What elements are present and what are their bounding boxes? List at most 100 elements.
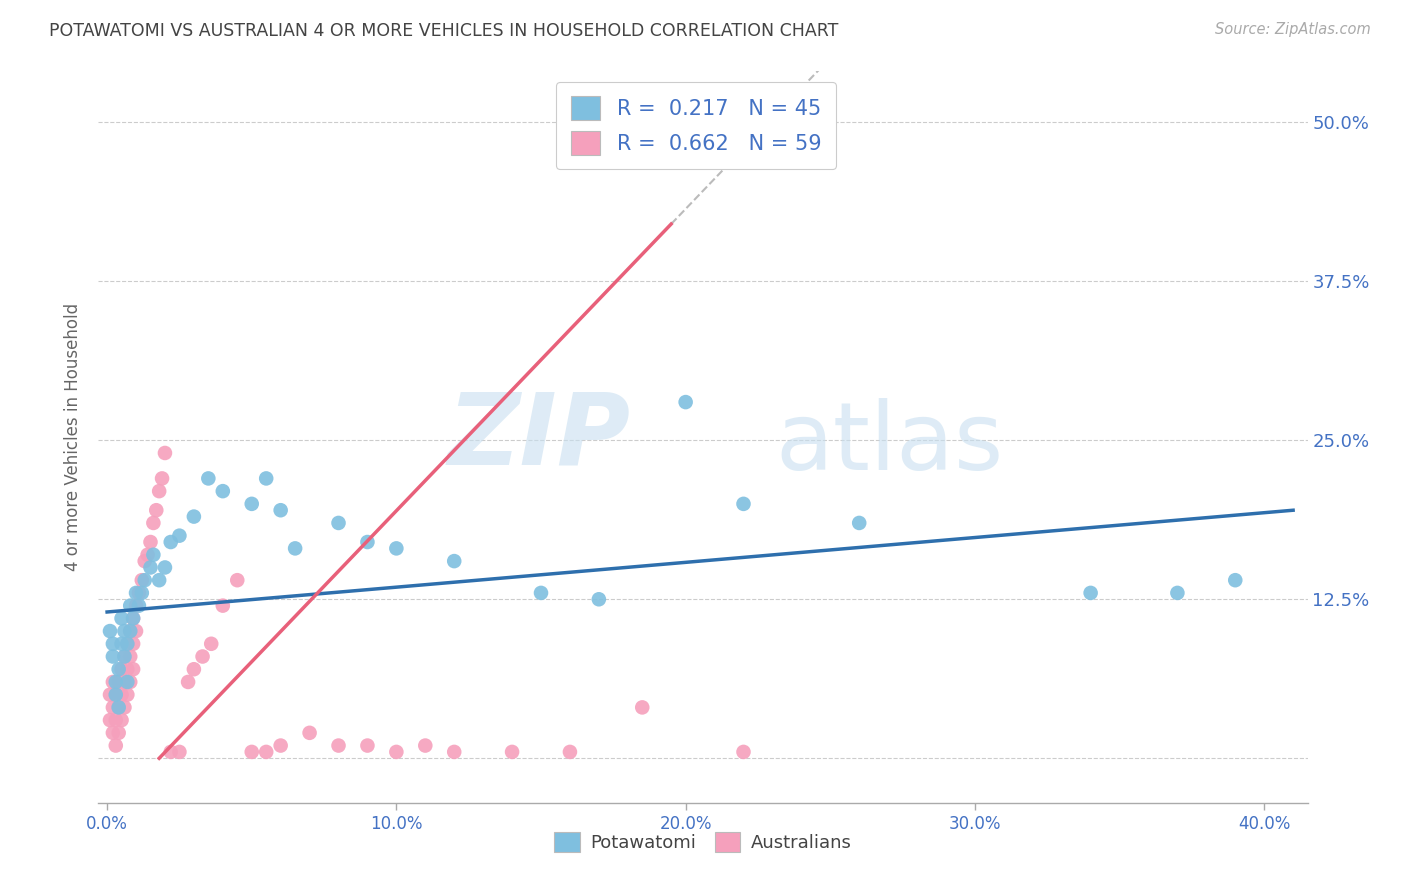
Point — [107, 662, 129, 676]
Point — [142, 516, 165, 530]
Point — [413, 739, 436, 753]
Point — [385, 541, 408, 556]
Point — [134, 573, 156, 587]
Point — [254, 745, 277, 759]
Point — [117, 637, 139, 651]
Point — [197, 471, 219, 485]
Point — [142, 548, 165, 562]
Point — [117, 688, 139, 702]
Point — [131, 573, 153, 587]
Point — [1166, 586, 1188, 600]
Point — [183, 662, 205, 676]
Point — [200, 637, 222, 651]
Point — [117, 662, 139, 676]
Point — [240, 497, 263, 511]
Point — [356, 535, 378, 549]
Point — [270, 503, 292, 517]
Point — [101, 675, 124, 690]
Point — [107, 700, 129, 714]
Point — [110, 637, 132, 651]
Point — [110, 662, 132, 676]
Text: POTAWATOMI VS AUSTRALIAN 4 OR MORE VEHICLES IN HOUSEHOLD CORRELATION CHART: POTAWATOMI VS AUSTRALIAN 4 OR MORE VEHIC… — [49, 22, 838, 40]
Point — [125, 586, 148, 600]
Point — [107, 675, 129, 690]
Point — [675, 395, 697, 409]
Point — [169, 529, 191, 543]
Point — [328, 739, 350, 753]
Point — [328, 516, 350, 530]
Point — [104, 688, 127, 702]
Point — [104, 713, 127, 727]
Point — [733, 745, 755, 759]
Point — [148, 484, 170, 499]
Point — [120, 599, 142, 613]
Point — [631, 700, 654, 714]
Point — [114, 700, 136, 714]
Point — [117, 675, 139, 690]
Point — [298, 726, 321, 740]
Point — [128, 586, 150, 600]
Point — [558, 745, 581, 759]
Point — [191, 649, 214, 664]
Point — [139, 560, 162, 574]
Point — [183, 509, 205, 524]
Point — [104, 739, 127, 753]
Point — [117, 637, 139, 651]
Point — [107, 726, 129, 740]
Point — [270, 739, 292, 753]
Point — [159, 535, 181, 549]
Point — [114, 624, 136, 638]
Point — [177, 675, 200, 690]
Point — [101, 637, 124, 651]
Point — [104, 675, 127, 690]
Text: ZIP: ZIP — [447, 389, 630, 485]
Text: Source: ZipAtlas.com: Source: ZipAtlas.com — [1215, 22, 1371, 37]
Point — [98, 713, 121, 727]
Point — [120, 649, 142, 664]
Point — [385, 745, 408, 759]
Y-axis label: 4 or more Vehicles in Household: 4 or more Vehicles in Household — [65, 303, 83, 571]
Point — [98, 688, 121, 702]
Point — [122, 662, 145, 676]
Point — [211, 484, 233, 499]
Point — [848, 516, 870, 530]
Point — [211, 599, 233, 613]
Point — [120, 624, 142, 638]
Point — [356, 739, 378, 753]
Point — [733, 497, 755, 511]
Point — [110, 688, 132, 702]
Point — [114, 649, 136, 664]
Point — [145, 503, 167, 517]
Point — [125, 599, 148, 613]
Point — [134, 554, 156, 568]
Point — [150, 471, 173, 485]
Point — [254, 471, 277, 485]
Point — [120, 675, 142, 690]
Point — [530, 586, 553, 600]
Point — [153, 446, 176, 460]
Text: atlas: atlas — [776, 399, 1004, 491]
Point — [588, 592, 610, 607]
Point — [128, 599, 150, 613]
Legend: Potawatomi, Australians: Potawatomi, Australians — [547, 824, 859, 860]
Point — [169, 745, 191, 759]
Point — [159, 745, 181, 759]
Point — [104, 688, 127, 702]
Point — [284, 541, 307, 556]
Point — [122, 611, 145, 625]
Point — [98, 624, 121, 638]
Point — [443, 745, 465, 759]
Point — [107, 700, 129, 714]
Point — [114, 649, 136, 664]
Point — [1225, 573, 1247, 587]
Point — [501, 745, 523, 759]
Point — [148, 573, 170, 587]
Point — [131, 586, 153, 600]
Point — [136, 548, 159, 562]
Point — [114, 675, 136, 690]
Point — [110, 611, 132, 625]
Point — [101, 726, 124, 740]
Point — [443, 554, 465, 568]
Point — [226, 573, 249, 587]
Point — [153, 560, 176, 574]
